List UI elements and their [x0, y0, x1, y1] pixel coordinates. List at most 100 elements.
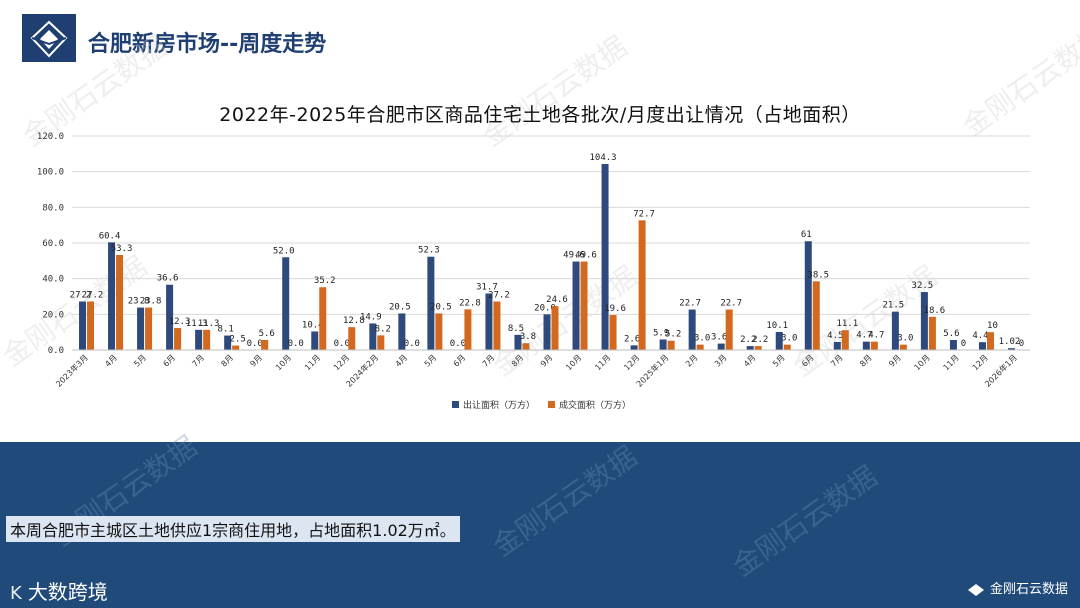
brand-mark-icon: K	[10, 583, 22, 604]
data-label: 36.6	[157, 274, 179, 284]
x-tick-label: 7月	[481, 353, 497, 369]
bar	[630, 345, 638, 350]
data-label: 22.7	[720, 299, 742, 309]
data-label: 12.8	[343, 316, 365, 326]
y-tick-label: 40.0	[42, 275, 64, 285]
x-tick-label: 9月	[539, 353, 555, 369]
y-tick-label: 80.0	[42, 203, 64, 213]
brand-right-label: 金刚石云数据	[990, 582, 1069, 597]
legend-swatch	[548, 401, 555, 408]
bar	[377, 335, 385, 350]
data-label: 5.6	[943, 329, 959, 339]
y-tick-label: 100.0	[37, 168, 64, 178]
bar	[862, 341, 870, 350]
x-tick-label: 5月	[771, 353, 787, 369]
bar	[609, 315, 617, 350]
bar	[551, 306, 559, 350]
data-label: 4.5	[827, 331, 843, 341]
bar	[232, 345, 240, 350]
bar	[949, 340, 957, 350]
data-label: 3.6	[711, 333, 727, 343]
bar	[746, 346, 754, 350]
bar	[145, 307, 153, 350]
data-label: 0.0	[450, 339, 466, 349]
bar	[891, 311, 899, 350]
x-tick-label: 8月	[219, 353, 235, 369]
bar	[543, 314, 551, 350]
bar	[87, 301, 95, 350]
data-label: 53.3	[111, 244, 133, 254]
data-label: 10	[987, 321, 998, 331]
x-tick-label: 8月	[858, 353, 874, 369]
bar	[978, 342, 986, 350]
data-label: 1.02	[999, 337, 1021, 347]
data-label: 8.5	[508, 324, 524, 334]
bar	[261, 340, 269, 350]
data-label: 3.8	[520, 332, 536, 342]
bar	[580, 261, 588, 350]
x-tick-label: 10月	[913, 353, 932, 372]
bar	[224, 335, 232, 350]
x-tick-label: 10月	[564, 353, 583, 372]
bar	[659, 339, 667, 350]
legend-label: 成交面积（万方）	[559, 399, 631, 411]
bar	[638, 220, 646, 350]
bar	[899, 344, 907, 350]
bar	[348, 327, 356, 350]
data-label: 104.3	[590, 153, 617, 163]
data-label: 5.6	[259, 329, 275, 339]
x-tick-label: 12月	[332, 353, 351, 372]
data-label: 32.5	[912, 281, 934, 291]
x-tick-label: 9月	[248, 353, 264, 369]
header: 合肥新房市场--周度走势	[0, 0, 1080, 90]
data-label: 14.9	[360, 312, 382, 322]
bar	[108, 242, 116, 350]
bar	[137, 307, 145, 350]
x-tick-label: 7月	[829, 353, 845, 369]
bar	[696, 344, 704, 350]
data-label: 20.5	[389, 302, 411, 312]
data-label: 22.8	[459, 298, 481, 308]
data-label: 49.6	[575, 251, 597, 261]
data-label: 12.3	[169, 317, 191, 327]
data-label: 0	[961, 339, 966, 349]
bar	[601, 163, 609, 350]
bar	[485, 293, 493, 350]
bar	[166, 284, 174, 350]
data-label: 27.2	[70, 290, 92, 300]
bar	[717, 343, 725, 350]
data-label: 21.5	[883, 301, 905, 311]
data-label: 11.3	[198, 319, 220, 329]
data-label: 5.2	[665, 330, 681, 340]
brand-left-label: 大数跨境	[27, 580, 108, 604]
x-tick-label: 10月	[274, 353, 293, 372]
bar	[369, 323, 377, 350]
data-label: 52.0	[273, 246, 295, 256]
y-tick-label: 60.0	[42, 239, 64, 249]
x-tick-label: 6月	[452, 353, 468, 369]
brand-left: K 大数跨境	[10, 576, 108, 605]
data-label: 24.6	[546, 295, 568, 305]
bar	[920, 292, 928, 350]
bar	[725, 309, 733, 350]
data-label: 8.2	[375, 324, 391, 334]
bar	[986, 332, 994, 350]
data-label: 3.0	[897, 334, 913, 344]
legend-swatch	[452, 401, 459, 408]
data-label: 2.2	[740, 335, 756, 345]
bar	[783, 344, 791, 350]
bar	[116, 254, 124, 350]
x-tick-label: 11月	[303, 353, 322, 372]
data-label: 22.7	[679, 299, 701, 309]
data-label: 3.0	[781, 334, 797, 344]
data-label: 23.8	[140, 297, 162, 307]
data-label: 49.6	[563, 251, 585, 261]
data-label: 11.3	[186, 319, 208, 329]
diamond-mark-icon	[968, 583, 984, 596]
data-label: 8.1	[218, 325, 234, 335]
data-label: 5.9	[653, 328, 669, 338]
data-label: 0.0	[247, 339, 263, 349]
bar	[203, 329, 211, 350]
bar	[870, 341, 878, 350]
data-label: 0	[1019, 339, 1024, 349]
